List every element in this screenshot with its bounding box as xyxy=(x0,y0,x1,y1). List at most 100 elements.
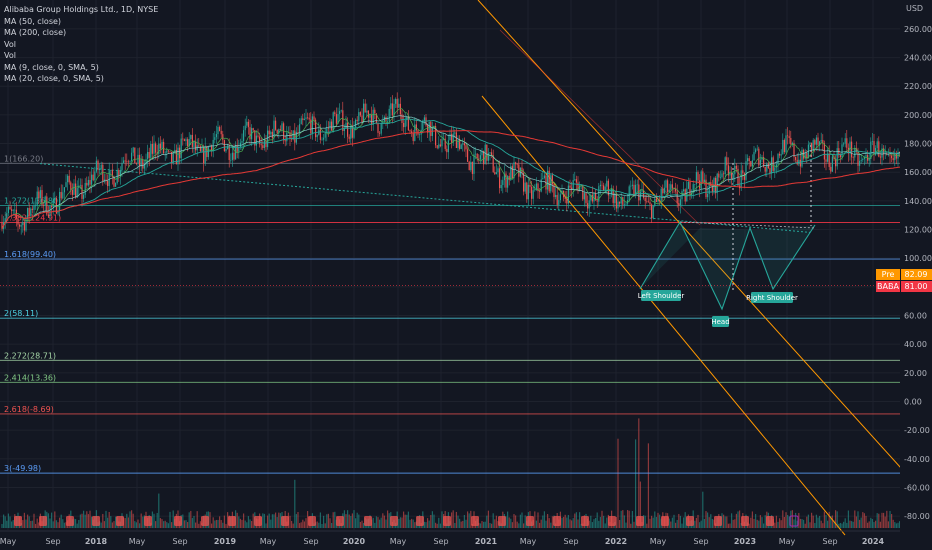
indicator-ma20-sma[interactable]: MA (20, close, 0, SMA, 5) xyxy=(4,74,104,83)
volume-bar xyxy=(711,518,713,528)
candle-body xyxy=(491,152,493,156)
candle-body xyxy=(401,114,403,123)
earnings-marker xyxy=(228,516,236,526)
neckline xyxy=(679,221,816,229)
earnings-marker xyxy=(686,516,694,526)
candle-body xyxy=(137,154,139,164)
pattern-outline xyxy=(639,220,816,311)
volume-bar xyxy=(750,517,752,528)
candle-body xyxy=(870,141,872,159)
indicator-vol-1[interactable]: Vol xyxy=(4,39,16,49)
volume-bar xyxy=(563,516,565,528)
candle-body xyxy=(603,185,605,191)
volume-bar xyxy=(737,511,739,528)
volume-bar xyxy=(305,518,307,528)
volume-bar xyxy=(652,517,654,528)
volume-bar xyxy=(843,521,845,528)
left-shoulder-label[interactable]: Left Shoulder xyxy=(638,290,685,301)
candle-body xyxy=(180,138,182,159)
volume-bar xyxy=(854,510,856,528)
volume-bar xyxy=(710,514,712,528)
candle-body xyxy=(841,144,843,158)
volume-bar xyxy=(334,511,336,528)
candle-body xyxy=(103,179,105,182)
symbol-title[interactable]: Alibaba Group Holdings Ltd., 1D, NYSE xyxy=(4,5,159,14)
candle-body xyxy=(454,132,456,134)
volume-bar xyxy=(622,510,624,528)
volume-bar xyxy=(644,515,646,528)
candle-body xyxy=(70,182,72,190)
right-shoulder-label[interactable]: Right Shoulder xyxy=(746,292,798,303)
volume-bar xyxy=(508,517,510,528)
price-tick: 20.00 xyxy=(904,369,927,378)
head-label[interactable]: Head xyxy=(711,316,730,327)
candle-body xyxy=(324,133,326,138)
candle-body xyxy=(164,152,166,154)
candle-body xyxy=(303,118,305,121)
volume-bar xyxy=(494,519,496,528)
candle-body xyxy=(459,139,461,149)
volume-bar xyxy=(779,518,781,528)
candle-body xyxy=(22,221,24,226)
candle-body xyxy=(612,189,614,204)
candle-body xyxy=(379,132,381,134)
time-axis[interactable]: May Sep 2018 May Sep 2019 May Sep 2020 May Sep 2021… xyxy=(0,530,900,546)
candle-body xyxy=(257,135,259,137)
candle-body xyxy=(630,185,632,187)
volume-bar xyxy=(406,514,408,528)
candle-body xyxy=(803,149,805,159)
volume-bar xyxy=(75,519,77,528)
volume-bar xyxy=(52,521,54,528)
volume-bar xyxy=(425,522,427,528)
volume-bar xyxy=(889,510,891,528)
candle-body xyxy=(815,137,817,145)
volume-bar xyxy=(708,517,710,528)
indicator-ma50[interactable]: MA (50, close) xyxy=(4,16,62,26)
candle-body xyxy=(409,130,411,132)
candle-body xyxy=(828,153,830,167)
candle-body xyxy=(835,158,837,167)
candle-body xyxy=(262,145,264,148)
volume-bar xyxy=(297,512,299,528)
volume-bar xyxy=(427,518,429,528)
volume-bar xyxy=(646,523,648,528)
event-markers xyxy=(14,515,799,527)
candle-body xyxy=(747,158,749,162)
volume-bar xyxy=(382,513,384,528)
volume-bar xyxy=(777,521,779,528)
candle-body xyxy=(582,185,584,200)
volume-bar xyxy=(633,521,635,528)
candle-body xyxy=(92,174,94,181)
time-tick: May xyxy=(650,537,667,546)
fib-level-label: 2.414(13.36) xyxy=(4,373,56,382)
indicator-vol-2[interactable]: Vol xyxy=(4,51,16,60)
candle-body xyxy=(300,118,302,125)
volume-bar xyxy=(567,514,569,528)
candle-body xyxy=(734,165,736,175)
volume-bar xyxy=(7,513,9,528)
candle-body xyxy=(607,180,609,196)
price-tag-baba: BABA 81.00 xyxy=(876,281,932,292)
candle-body xyxy=(337,114,339,124)
candle-body xyxy=(667,180,669,192)
volume-bar xyxy=(361,520,363,528)
volume-bar xyxy=(291,520,293,528)
volume-bar xyxy=(846,522,848,528)
candle-body xyxy=(636,184,638,186)
candle-body xyxy=(51,206,53,207)
volume-bar xyxy=(463,514,465,528)
earnings-marker xyxy=(254,516,262,526)
candle-body xyxy=(14,209,16,211)
indicator-ma200[interactable]: MA (200, close) xyxy=(4,28,67,37)
volume-bar xyxy=(657,512,659,528)
volume-bar xyxy=(783,516,785,528)
volume-bar xyxy=(27,514,29,528)
indicator-ma9-sma[interactable]: MA (9, close, 0, SMA, 5) xyxy=(4,62,99,72)
time-tick: Sep xyxy=(45,537,60,546)
volume-bar xyxy=(785,512,787,528)
volume-bar xyxy=(814,523,816,528)
candle-body xyxy=(435,126,437,146)
volume-bar xyxy=(863,513,865,528)
volume-bar xyxy=(379,519,381,528)
